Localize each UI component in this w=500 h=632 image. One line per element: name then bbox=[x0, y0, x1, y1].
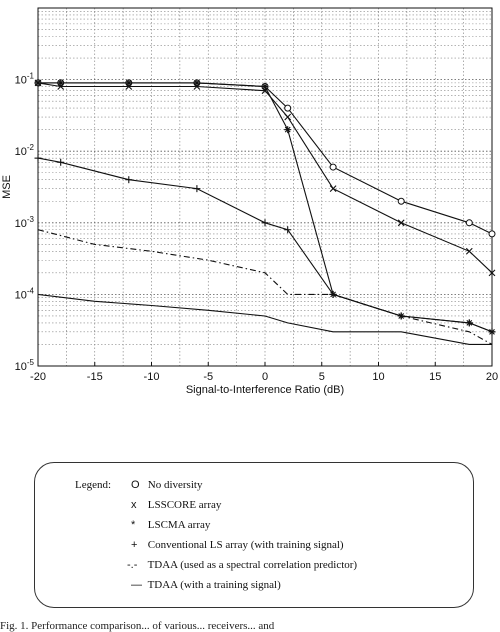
legend-label: LSSCORE array bbox=[147, 499, 222, 511]
data-point-plus bbox=[488, 328, 496, 336]
x-axis-title: Signal-to-Interference Ratio (dB) bbox=[186, 384, 344, 396]
series-line-lsscore bbox=[37, 82, 493, 274]
legend-box: Legend: O No diversity x LSSCORE array *… bbox=[34, 462, 474, 608]
x-tick-label: 15 bbox=[429, 371, 441, 383]
x-tick-label: 0 bbox=[262, 371, 268, 383]
series-tdaa-training bbox=[37, 293, 492, 345]
legend-heading: Legend: bbox=[75, 479, 112, 491]
legend-entry-lsscore: x LSSCORE array bbox=[131, 499, 221, 511]
x-tick-label: -20 bbox=[30, 371, 46, 383]
series-conventional-ls bbox=[34, 154, 496, 336]
y-tick-label: 10-4 bbox=[15, 286, 35, 301]
x-tick-label: -10 bbox=[144, 371, 160, 383]
data-point-circle bbox=[465, 219, 473, 227]
data-point-plus bbox=[34, 154, 42, 162]
data-point-star bbox=[284, 126, 292, 134]
legend-label: LSCMA array bbox=[147, 519, 211, 531]
legend-symbol-plus: + bbox=[131, 539, 138, 551]
data-point-star bbox=[125, 79, 133, 87]
mse-chart: -20 -15 -10 -5 0 5 10 15 2010-510-410-310-210-1 … bbox=[1, 7, 499, 396]
figure-caption: Fig. 1. Performance comparison... of var… bbox=[0, 620, 275, 632]
data-point-plus bbox=[261, 219, 269, 227]
x-tick-label: 20 bbox=[486, 371, 498, 383]
legend-entry-lscma: * LSCMA array bbox=[131, 519, 210, 531]
data-point-x bbox=[488, 269, 496, 277]
legend-symbol-circle: O bbox=[131, 479, 140, 491]
y-tick-label: 10-3 bbox=[15, 215, 35, 230]
series-tdaa-predictor bbox=[37, 229, 493, 345]
legend-symbol-star: * bbox=[131, 519, 136, 531]
data-point-plus bbox=[465, 319, 473, 327]
y-tick-label: 10-1 bbox=[15, 72, 35, 87]
legend-label: Conventional LS array (with training sig… bbox=[147, 539, 344, 551]
series-layer bbox=[34, 79, 496, 345]
y-tick-label: 10-5 bbox=[15, 358, 35, 373]
y-axis-title: MSE bbox=[1, 175, 13, 199]
legend-entry-tdaa-training: — TDAA (with a training signal) bbox=[131, 579, 281, 591]
legend-symbol-x: x bbox=[131, 499, 137, 511]
data-point-x bbox=[397, 219, 405, 227]
data-point-star bbox=[193, 79, 201, 87]
data-point-star bbox=[57, 79, 65, 87]
data-point-x bbox=[465, 247, 473, 255]
y-tick-label: 10-2 bbox=[15, 143, 35, 158]
data-point-circle bbox=[284, 104, 292, 112]
data-point-star bbox=[261, 83, 269, 91]
data-point-plus bbox=[329, 290, 337, 298]
legend-label: TDAA (with a training signal) bbox=[147, 579, 281, 591]
data-point-plus bbox=[284, 226, 292, 234]
x-tick-label: -15 bbox=[87, 371, 103, 383]
data-point-circle bbox=[329, 163, 337, 171]
series-line-tdaa-predictor bbox=[37, 229, 493, 345]
legend-symbol-dashdot: -.- bbox=[127, 559, 138, 571]
data-point-plus bbox=[193, 185, 201, 193]
x-tick-label: 10 bbox=[372, 371, 384, 383]
legend-entry-conventional-ls: + Conventional LS array (with training s… bbox=[131, 539, 344, 551]
data-point-plus bbox=[125, 176, 133, 184]
tick-labels: -20 -15 -10 -5 0 5 10 15 20 10-5 10-4 10-3 10-2 10-1 bbox=[15, 72, 499, 383]
series-lsscore bbox=[34, 79, 496, 277]
data-point-star bbox=[34, 79, 42, 87]
legend-label: TDAA (used as a spectral correlation pre… bbox=[147, 559, 358, 571]
legend-entry-no-diversity: O No diversity bbox=[131, 479, 202, 491]
data-point-circle bbox=[488, 230, 496, 238]
legend-symbol-solid: — bbox=[131, 579, 142, 591]
legend-label: No diversity bbox=[147, 479, 203, 491]
x-tick-label: -5 bbox=[203, 371, 213, 383]
data-point-x bbox=[329, 185, 337, 193]
x-tick-label: 5 bbox=[319, 371, 325, 383]
legend-entry-tdaa-predictor: -.- TDAA (used as a spectral correlation… bbox=[127, 559, 357, 571]
grid bbox=[37, 8, 493, 367]
data-point-x bbox=[284, 113, 292, 121]
series-line-conventional-ls bbox=[37, 157, 493, 333]
data-point-circle bbox=[397, 197, 405, 205]
series-line-tdaa-training bbox=[37, 293, 492, 345]
data-point-plus bbox=[57, 158, 65, 166]
